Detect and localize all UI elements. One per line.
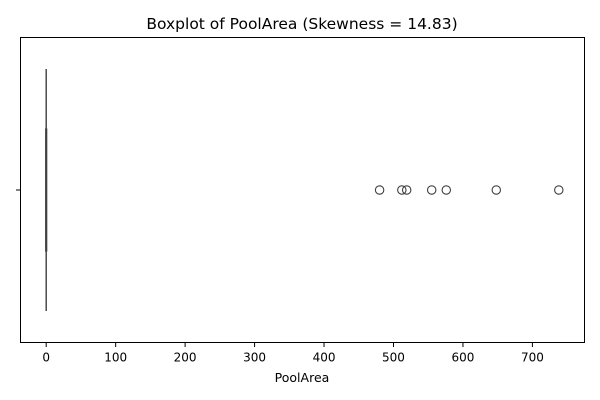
outlier-point [491,185,502,195]
outlier-point [554,185,564,195]
plot-area-frame [20,37,585,343]
x-tick-label: 500 [382,351,405,365]
outlier-point [426,185,437,195]
x-tick-label: 700 [521,351,544,365]
outlier-point [374,185,385,195]
x-tick-label: 100 [104,351,127,365]
chart-title: Boxplot of PoolArea (Skewness = 14.83) [146,15,457,33]
x-tick-label: 300 [243,351,266,365]
outlier-point [441,185,452,195]
x-axis-ticks: 0 100 200 300 400 500 600 700 [42,342,544,365]
plot-marks [45,69,564,311]
x-axis-label: PoolArea [275,370,330,385]
outlier-point [397,185,407,195]
x-tick-label: 400 [313,351,336,365]
x-tick-label: 0 [42,351,50,365]
x-tick-label: 200 [174,351,197,365]
x-tick-label: 600 [451,351,474,365]
outlier-point [401,185,412,195]
